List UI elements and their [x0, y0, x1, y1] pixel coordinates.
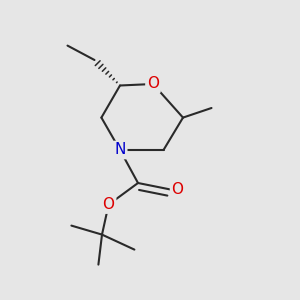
- Text: O: O: [172, 182, 184, 197]
- Text: O: O: [103, 197, 115, 212]
- Text: N: N: [114, 142, 126, 158]
- Text: O: O: [147, 76, 159, 92]
